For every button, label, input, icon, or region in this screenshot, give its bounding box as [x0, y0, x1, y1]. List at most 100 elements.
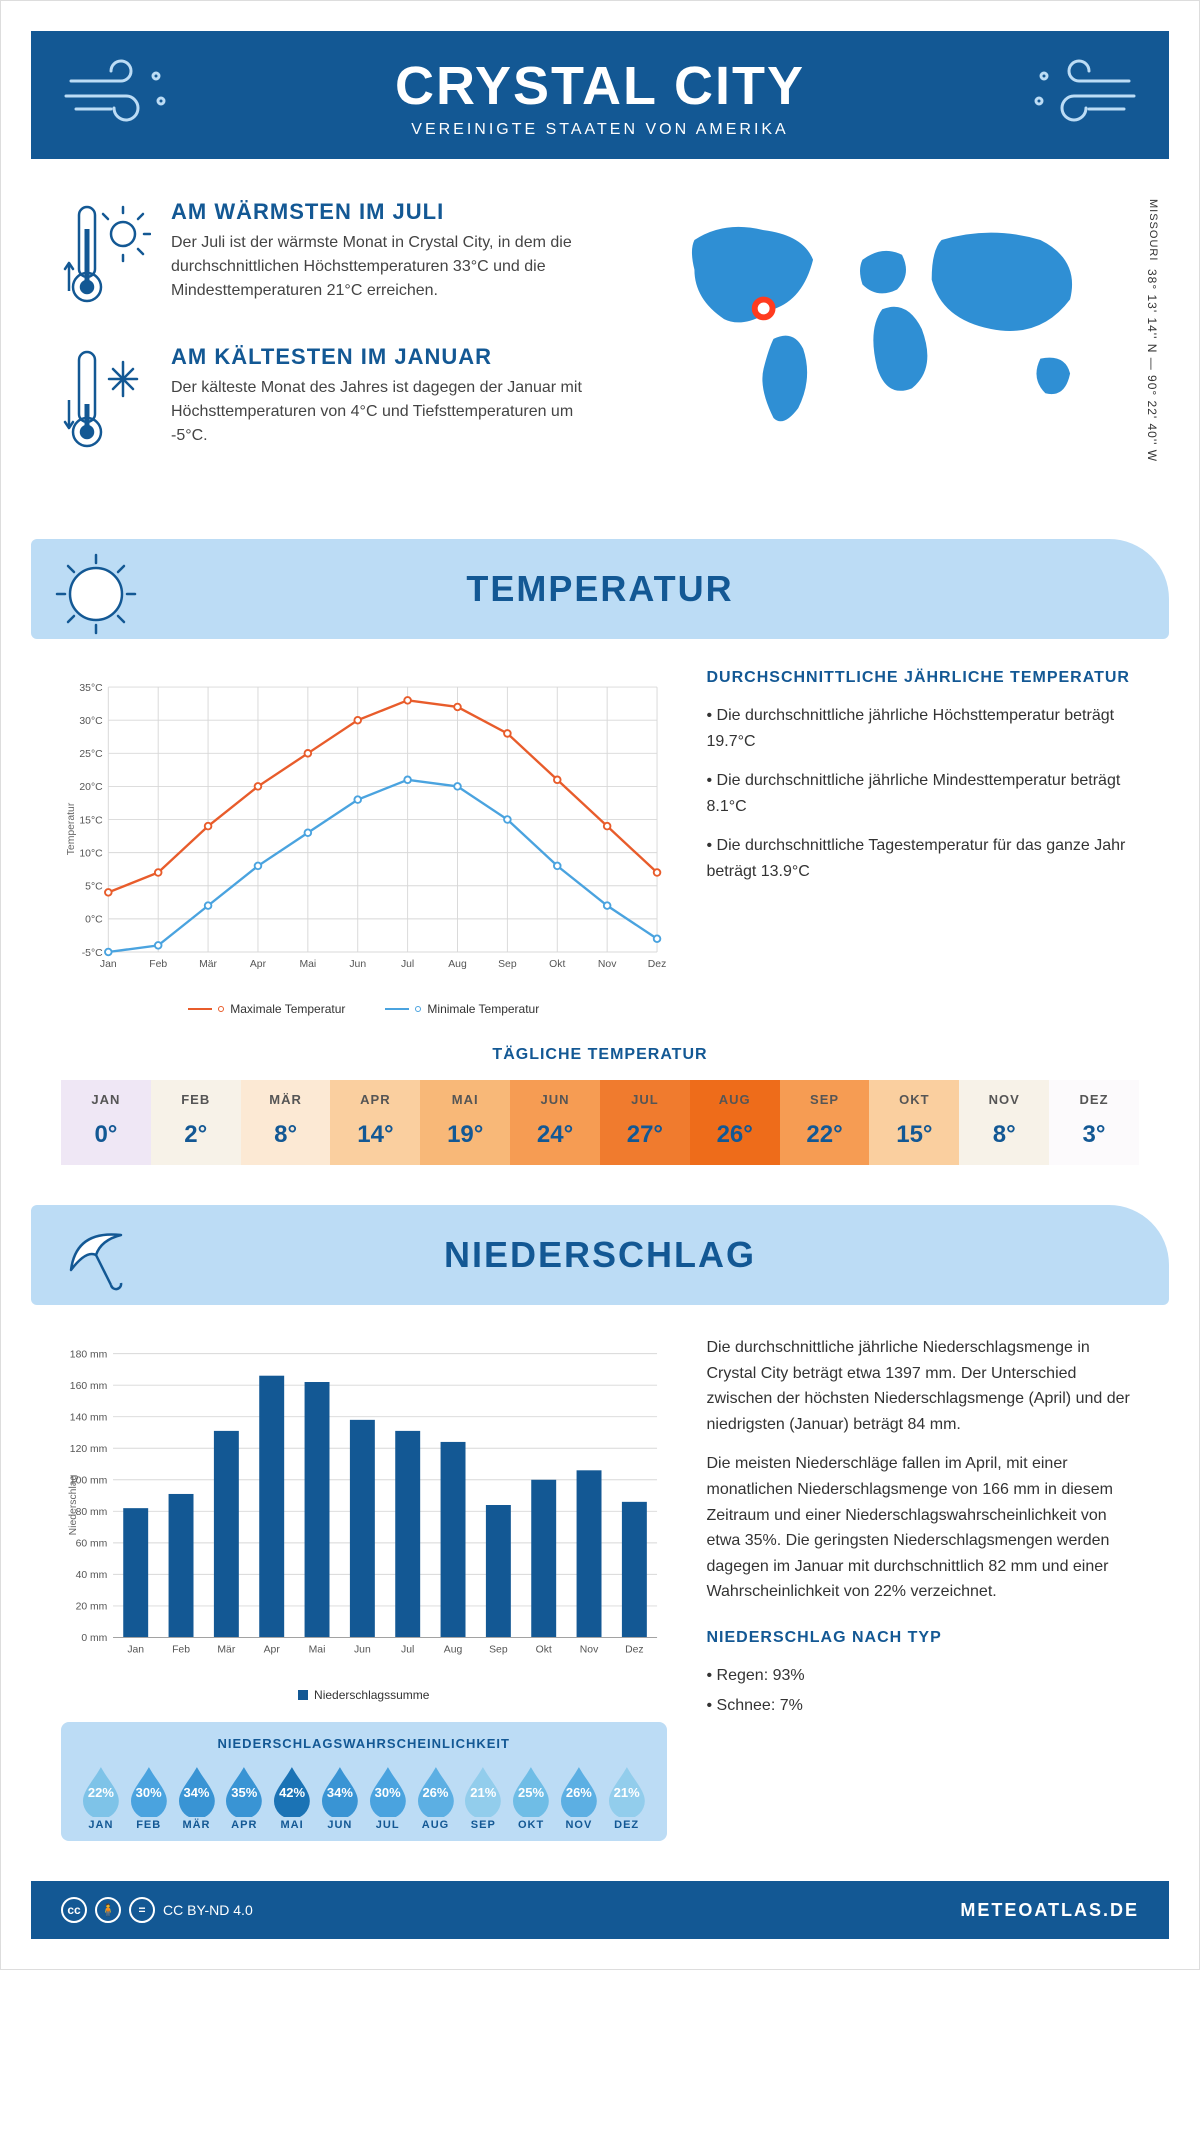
temp-cell: JUN24°	[510, 1080, 600, 1165]
section-title: NIEDERSCHLAG	[444, 1234, 756, 1276]
precip-prob-drop: 34% MÄR	[175, 1763, 219, 1831]
svg-text:Niederschlag: Niederschlag	[68, 1474, 79, 1535]
svg-text:25°C: 25°C	[79, 749, 103, 760]
svg-text:Jul: Jul	[401, 959, 414, 970]
precip-text-2: Die meisten Niederschläge fallen im Apri…	[707, 1451, 1140, 1605]
svg-text:-5°C: -5°C	[82, 948, 103, 959]
svg-text:Mär: Mär	[199, 959, 217, 970]
svg-text:Nov: Nov	[598, 959, 617, 970]
svg-text:Nov: Nov	[580, 1645, 599, 1656]
coords-label: 38° 13' 14'' N — 90° 22' 40'' W	[1145, 269, 1159, 462]
precip-prob-drop: 30% FEB	[127, 1763, 171, 1831]
svg-text:15°C: 15°C	[79, 815, 103, 826]
svg-text:Feb: Feb	[149, 959, 167, 970]
temp-side-title: DURCHSCHNITTLICHE JÄHRLICHE TEMPERATUR	[707, 669, 1140, 687]
temp-cell: JUL27°	[600, 1080, 690, 1165]
temperature-line-chart: -5°C0°C5°C10°C15°C20°C25°C30°C35°CJanFeb…	[61, 669, 667, 989]
temp-cell: APR14°	[330, 1080, 420, 1165]
svg-text:Apr: Apr	[250, 959, 267, 970]
sun-icon	[51, 549, 141, 639]
thermometer-hot-icon	[61, 199, 151, 309]
by-icon: 🧍	[95, 1897, 121, 1923]
temp-cell: OKT15°	[869, 1080, 959, 1165]
temp-cell: JAN0°	[61, 1080, 151, 1165]
fact-warm-text: Der Juli ist der wärmste Monat in Crysta…	[171, 231, 605, 303]
region-label: MISSOURI	[1147, 199, 1159, 261]
svg-text:Aug: Aug	[448, 959, 467, 970]
precip-prob-drop: 35% APR	[222, 1763, 266, 1831]
svg-text:Jun: Jun	[354, 1645, 371, 1656]
svg-text:Dez: Dez	[648, 959, 666, 970]
precipitation-bar-chart: 0 mm20 mm40 mm60 mm80 mm100 mm120 mm140 …	[61, 1335, 667, 1675]
license-text: CC BY-ND 4.0	[163, 1902, 253, 1918]
precip-prob-drop: 21% SEP	[461, 1763, 505, 1831]
precip-type-title: NIEDERSCHLAG NACH TYP	[707, 1629, 1140, 1647]
temp-cell: MÄR8°	[241, 1080, 331, 1165]
svg-text:Okt: Okt	[536, 1645, 552, 1656]
section-title: TEMPERATUR	[466, 568, 733, 610]
precip-prob-drop: 34% JUN	[318, 1763, 362, 1831]
svg-text:120 mm: 120 mm	[70, 1444, 108, 1455]
precip-prob-drop: 22% JAN	[79, 1763, 123, 1831]
svg-text:20 mm: 20 mm	[76, 1602, 108, 1613]
page-footer: cc 🧍 = CC BY-ND 4.0 METEOATLAS.DE	[31, 1881, 1169, 1939]
fact-coldest: AM KÄLTESTEN IM JANUAR Der kälteste Mona…	[61, 344, 605, 459]
svg-text:Aug: Aug	[444, 1645, 463, 1656]
svg-text:5°C: 5°C	[85, 882, 103, 893]
fact-warm-title: AM WÄRMSTEN IM JULI	[171, 199, 605, 225]
svg-text:Jun: Jun	[349, 959, 366, 970]
temp-cell: MAI19°	[420, 1080, 510, 1165]
precip-prob-drop: 21% DEZ	[605, 1763, 649, 1831]
temp-chart-legend: Maximale Temperatur Minimale Temperatur	[61, 1002, 667, 1016]
svg-text:20°C: 20°C	[79, 782, 103, 793]
svg-text:80 mm: 80 mm	[76, 1507, 108, 1518]
world-map	[645, 199, 1139, 459]
svg-text:35°C: 35°C	[79, 683, 103, 694]
svg-text:140 mm: 140 mm	[70, 1412, 108, 1423]
svg-text:160 mm: 160 mm	[70, 1381, 108, 1392]
nd-icon: =	[129, 1897, 155, 1923]
intro-section: AM WÄRMSTEN IM JULI Der Juli ist der wär…	[31, 159, 1169, 519]
svg-text:Sep: Sep	[489, 1645, 508, 1656]
precip-type-bullet: • Regen: 93%	[707, 1663, 1140, 1689]
svg-text:30°C: 30°C	[79, 716, 103, 727]
daily-temp-title: TÄGLICHE TEMPERATUR	[31, 1046, 1169, 1064]
temp-cell: SEP22°	[780, 1080, 870, 1165]
svg-text:Dez: Dez	[625, 1645, 643, 1656]
page-header: CRYSTAL CITY VEREINIGTE STAATEN VON AMER…	[31, 31, 1169, 159]
fact-cold-title: AM KÄLTESTEN IM JANUAR	[171, 344, 605, 370]
umbrella-icon	[51, 1215, 141, 1305]
precip-prob-drop: 25% OKT	[509, 1763, 553, 1831]
fact-warmest: AM WÄRMSTEN IM JULI Der Juli ist der wär…	[61, 199, 605, 314]
svg-text:60 mm: 60 mm	[76, 1539, 108, 1550]
precip-prob-drop: 42% MAI	[270, 1763, 314, 1831]
fact-cold-text: Der kälteste Monat des Jahres ist dagege…	[171, 376, 605, 448]
precip-prob-drop: 30% JUL	[366, 1763, 410, 1831]
svg-text:0 mm: 0 mm	[81, 1633, 107, 1644]
svg-text:Mai: Mai	[309, 1645, 326, 1656]
svg-text:Jul: Jul	[401, 1645, 414, 1656]
temp-cell: NOV8°	[959, 1080, 1049, 1165]
precip-text-1: Die durchschnittliche jährliche Niedersc…	[707, 1335, 1140, 1437]
site-name: METEOATLAS.DE	[960, 1900, 1139, 1921]
wind-icon	[61, 51, 181, 131]
svg-text:Sep: Sep	[498, 959, 517, 970]
daily-temp-table: JAN0°FEB2°MÄR8°APR14°MAI19°JUN24°JUL27°A…	[31, 1080, 1169, 1165]
svg-text:Jan: Jan	[127, 1645, 144, 1656]
page-subtitle: VEREINIGTE STAATEN VON AMERIKA	[31, 121, 1169, 139]
svg-text:Feb: Feb	[172, 1645, 190, 1656]
precip-probability-panel: NIEDERSCHLAGSWAHRSCHEINLICHKEIT 22% JAN …	[61, 1722, 667, 1841]
temp-cell: AUG26°	[690, 1080, 780, 1165]
section-header-precipitation: NIEDERSCHLAG	[31, 1205, 1169, 1305]
precip-prob-drop: 26% NOV	[557, 1763, 601, 1831]
svg-text:0°C: 0°C	[85, 915, 103, 926]
svg-text:180 mm: 180 mm	[70, 1349, 108, 1360]
temp-cell: FEB2°	[151, 1080, 241, 1165]
precip-chart-legend: Niederschlagssumme	[61, 1688, 667, 1702]
precip-prob-drop: 26% AUG	[414, 1763, 458, 1831]
svg-text:Okt: Okt	[549, 959, 565, 970]
section-header-temperature: TEMPERATUR	[31, 539, 1169, 639]
temp-cell: DEZ3°	[1049, 1080, 1139, 1165]
page-title: CRYSTAL CITY	[31, 55, 1169, 117]
cc-icon: cc	[61, 1897, 87, 1923]
